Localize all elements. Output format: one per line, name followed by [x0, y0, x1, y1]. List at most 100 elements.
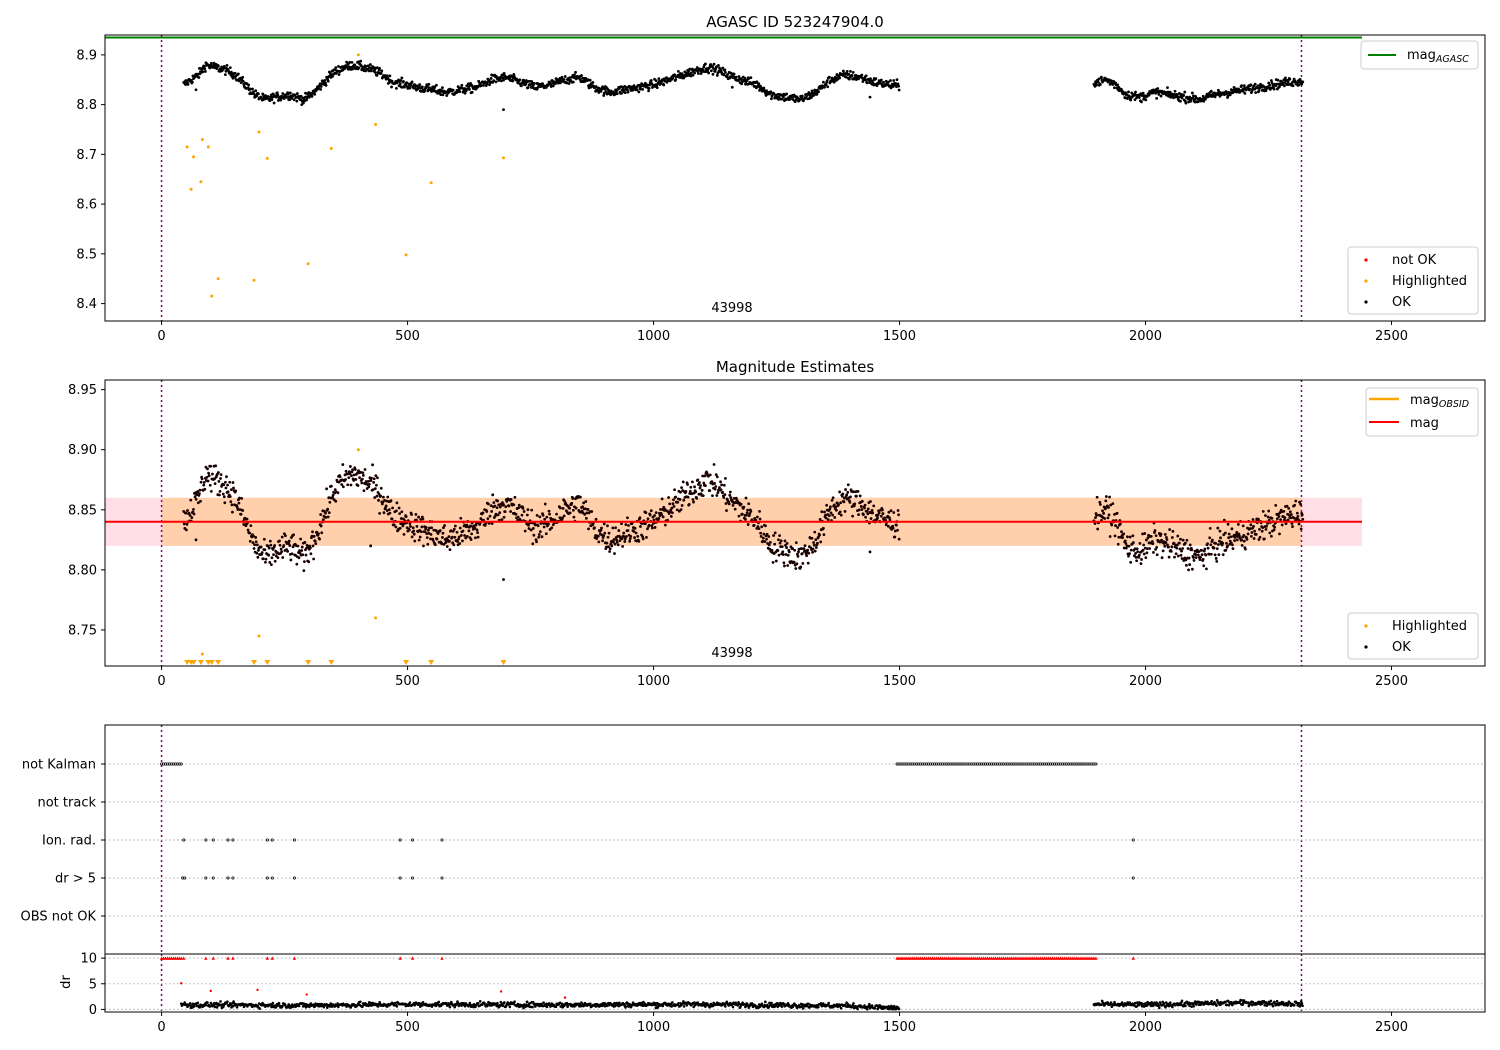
ok-point [1246, 532, 1250, 536]
ok-point [453, 524, 457, 528]
ok-point [253, 543, 257, 547]
ok-point [567, 82, 571, 85]
ok-point [646, 517, 650, 521]
ok-point [562, 78, 566, 81]
ok-point [1249, 523, 1253, 527]
ok-point [682, 498, 686, 502]
ok-point [662, 83, 666, 87]
ok-point [571, 508, 575, 512]
ok-point [1167, 555, 1171, 559]
ok-point [1180, 96, 1184, 100]
ok-point [1230, 527, 1234, 531]
dr-point [516, 1002, 520, 1006]
ok-point [1290, 522, 1294, 525]
ok-point [650, 526, 654, 530]
ok-point [261, 557, 265, 561]
ok-point [853, 502, 857, 506]
agasc-x-ticks: 0 500 1000 1500 2000 2500 [157, 321, 1408, 344]
ok-point [537, 533, 541, 536]
flag-marker [265, 838, 269, 842]
ok-point [1238, 536, 1242, 540]
ok-point [719, 488, 723, 492]
ok-point [242, 523, 246, 526]
dr-point [476, 1002, 480, 1005]
ok-point [1252, 537, 1256, 540]
ok-point [248, 87, 252, 91]
ok-point [313, 92, 317, 96]
ok-point [633, 526, 637, 530]
legend-frame [1347, 246, 1479, 315]
ok-point [494, 80, 498, 84]
flag-row-label: not track [37, 796, 96, 811]
ok-point [574, 70, 577, 74]
ok-point [369, 479, 373, 482]
ok-point [895, 523, 898, 527]
ok-point [1178, 547, 1182, 551]
ok-point [761, 539, 765, 543]
ok-point [781, 95, 785, 99]
ok-point [465, 535, 469, 538]
ok-point [620, 522, 623, 526]
ok-point [222, 483, 226, 487]
ok-point [1268, 83, 1272, 87]
flag-marker [226, 876, 230, 880]
ok-point [467, 529, 471, 533]
ok-point [1216, 526, 1220, 530]
ok-point [863, 506, 866, 510]
dr-point [361, 1005, 364, 1008]
ok-point [1245, 537, 1249, 541]
ok-point [1286, 80, 1290, 84]
ok-point [1216, 543, 1220, 547]
ok-point [408, 86, 412, 90]
ok-point [1168, 528, 1172, 531]
ok-point [423, 530, 427, 534]
ok-point [871, 79, 875, 83]
ok-point [333, 488, 337, 492]
ok-point [311, 530, 314, 534]
ok-point [770, 548, 774, 552]
ok-point [1147, 93, 1151, 97]
ok-point [1123, 96, 1127, 100]
ok-point [607, 531, 611, 535]
ok-point [498, 511, 502, 514]
ok-point [267, 553, 271, 557]
ok-point [1174, 552, 1178, 556]
ok-point [883, 516, 886, 520]
ok-point [541, 82, 544, 86]
ok-point [1139, 562, 1143, 566]
ok-point [1170, 536, 1174, 539]
ok-point [453, 535, 457, 539]
ok-point [643, 522, 647, 526]
ok-point [499, 75, 503, 79]
ok-point [408, 522, 412, 525]
ok-point [1175, 543, 1179, 547]
ok-point [1200, 553, 1204, 557]
ok-point [720, 483, 724, 487]
ok-point [1144, 556, 1148, 560]
ok-point [1108, 535, 1112, 538]
ok-point [1103, 517, 1107, 520]
ok-point [426, 542, 430, 546]
ok-point [893, 529, 897, 533]
ok-point [206, 467, 209, 471]
ok-point [689, 71, 693, 75]
ok-point [256, 555, 260, 559]
ok-point [482, 83, 485, 87]
ok-point [421, 517, 425, 521]
ok-point [765, 89, 768, 93]
ok-point [561, 506, 565, 510]
magnitude-estimates-y-tick-label: 8.90 [68, 443, 97, 458]
ok-point [232, 486, 235, 490]
dr-point [653, 1002, 657, 1005]
ok-point [1159, 94, 1163, 98]
ok-point [608, 550, 612, 553]
ok-point [1264, 514, 1267, 517]
ok-point [639, 525, 642, 528]
ok-point [746, 523, 750, 526]
ok-point [270, 98, 274, 102]
ok-point [800, 94, 804, 98]
ok-point [762, 86, 766, 90]
ok-point [278, 539, 281, 543]
dr-point [191, 1002, 195, 1006]
